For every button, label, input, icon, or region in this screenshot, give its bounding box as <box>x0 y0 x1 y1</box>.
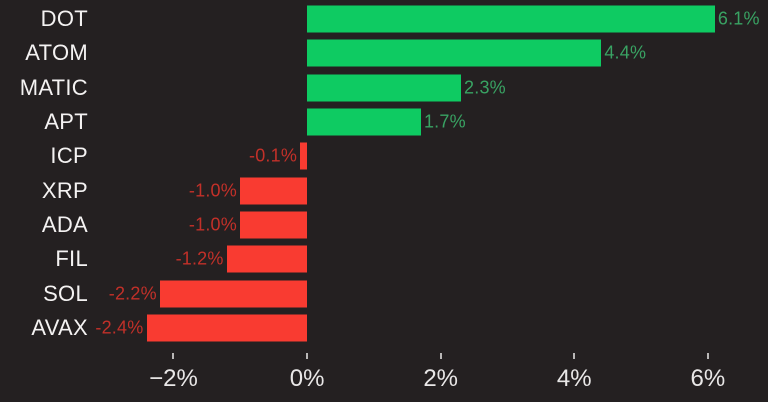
bar-row: SOL -2.2% <box>0 276 768 310</box>
bar-icp <box>300 142 308 170</box>
axis-tick-label: 6% <box>690 365 726 392</box>
value-label: -2.4% <box>95 317 144 338</box>
bar-track: 2.3% <box>100 71 768 105</box>
category-label: ATOM <box>25 40 88 66</box>
bar-sol <box>160 280 308 308</box>
category-label: AVAX <box>31 314 88 340</box>
axis-tick-mark <box>573 353 576 359</box>
value-label: 1.7% <box>423 111 466 132</box>
bar-track: -1.0% <box>100 208 768 242</box>
axis-tick-label: 2% <box>423 365 459 392</box>
category-label: ADA <box>41 211 88 237</box>
axis-tick-mark <box>306 353 309 359</box>
bar-row: ATOM 4.4% <box>0 36 768 70</box>
value-label: 6.1% <box>717 8 760 29</box>
bar-row: XRP -1.0% <box>0 173 768 207</box>
value-label: -1.0% <box>188 214 237 235</box>
category-label: ICP <box>50 143 88 169</box>
bar-xrp <box>240 177 308 205</box>
category-label: DOT <box>40 6 88 32</box>
bar-row: FIL -1.2% <box>0 242 768 276</box>
axis-tick-label: 4% <box>556 365 592 392</box>
bar-avax <box>146 314 308 342</box>
bar-track: 1.7% <box>100 105 768 139</box>
category-label: MATIC <box>19 74 88 100</box>
bar-matic <box>307 74 461 102</box>
value-label: -0.1% <box>249 145 298 166</box>
bar-apt <box>307 108 421 136</box>
value-label: -1.0% <box>188 180 237 201</box>
bar-track: -1.0% <box>100 173 768 207</box>
bar-row: DOT 6.1% <box>0 2 768 36</box>
axis-tick-mark <box>706 353 709 359</box>
bar-row: MATIC 2.3% <box>0 71 768 105</box>
axis-tick-mark <box>172 353 175 359</box>
bar-track: 4.4% <box>100 36 768 70</box>
bar-track: -0.1% <box>100 139 768 173</box>
category-label: APT <box>44 109 88 135</box>
bar-dot <box>307 5 715 33</box>
category-label: FIL <box>55 246 88 272</box>
bar-track: 6.1% <box>100 2 768 36</box>
value-label: 4.4% <box>604 42 647 63</box>
bar-fil <box>226 245 308 273</box>
bar-row: APT 1.7% <box>0 105 768 139</box>
bar-ada <box>240 211 308 239</box>
bar-track: -2.4% <box>95 311 768 345</box>
value-label: -1.2% <box>175 248 224 269</box>
value-label: -2.2% <box>108 283 157 304</box>
category-label: SOL <box>43 280 88 306</box>
bar-row: ADA -1.0% <box>0 208 768 242</box>
x-axis: −2% 0% 2% 4% 6% <box>100 345 768 402</box>
chart-rows: DOT 6.1% ATOM 4.4% MATIC 2.3% APT 1.7% ICP -0.1% X… <box>0 2 768 345</box>
axis-tick-label: −2% <box>149 365 198 392</box>
bar-track: -1.2% <box>100 242 768 276</box>
value-label: 2.3% <box>464 77 506 98</box>
category-label: XRP <box>41 177 88 203</box>
bar-track: -2.2% <box>100 276 768 310</box>
bar-atom <box>307 39 601 67</box>
bar-row: AVAX -2.4% <box>0 311 768 345</box>
axis-tick-label: 0% <box>289 365 325 392</box>
bar-row: ICP -0.1% <box>0 139 768 173</box>
axis-tick-mark <box>439 353 442 359</box>
